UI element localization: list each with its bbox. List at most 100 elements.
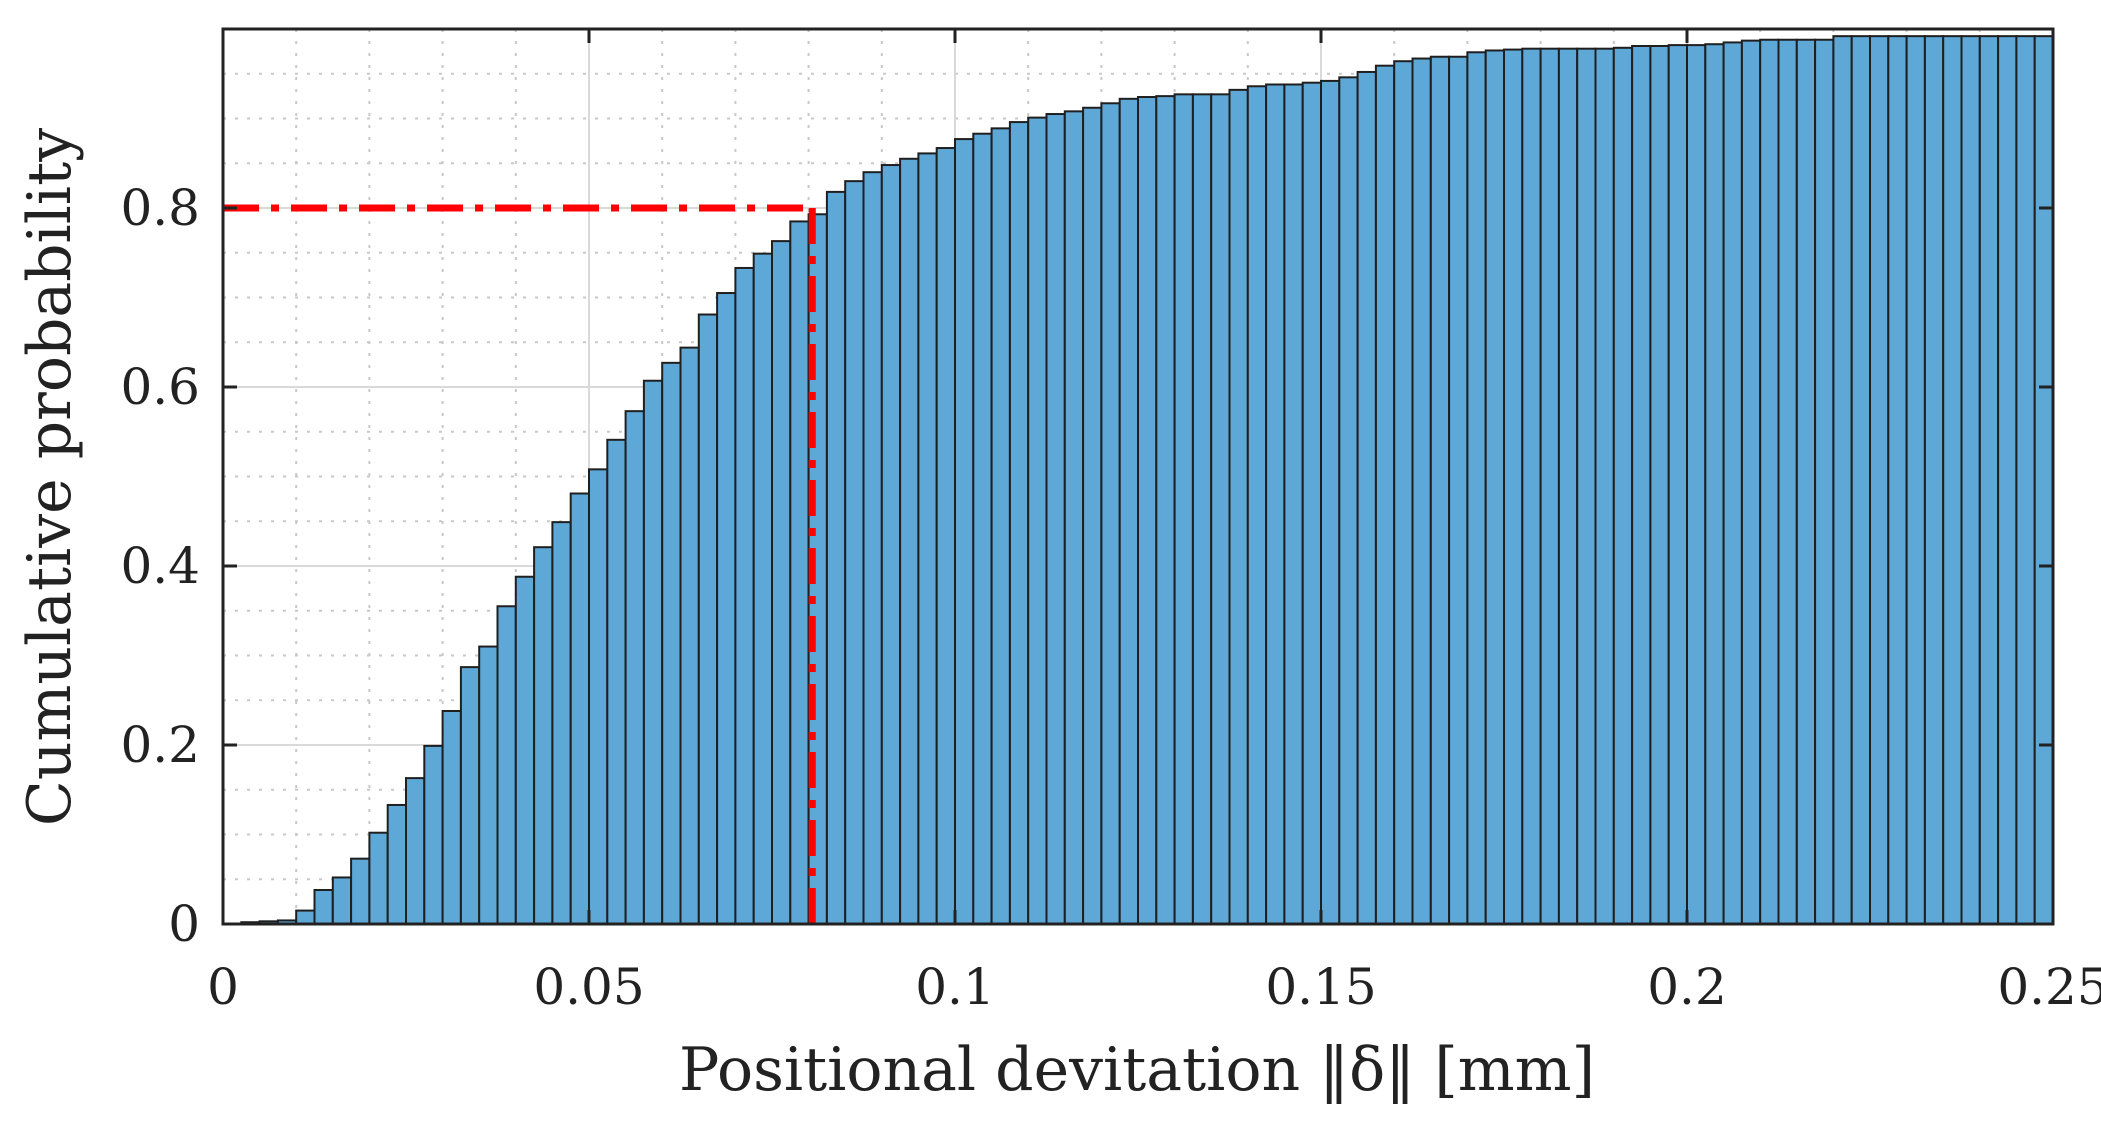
histogram-bar [1320, 79, 1341, 926]
histogram-bar [588, 468, 609, 925]
histogram-bar [1228, 88, 1249, 926]
histogram-bar [1923, 35, 1945, 926]
histogram-bar [1411, 57, 1432, 926]
histogram-bar [1631, 45, 1652, 925]
histogram-bar [1338, 76, 1359, 925]
histogram-bar [862, 171, 883, 925]
histogram-bar [1887, 35, 1908, 926]
axis-ticks [221, 29, 2055, 926]
histogram-bar [1063, 110, 1085, 925]
histogram-bar [423, 744, 444, 926]
histogram-bar [1539, 47, 1560, 925]
reference-lines [223, 204, 816, 924]
histogram-bar [1191, 93, 1213, 925]
histogram-bar [1850, 35, 1871, 926]
histogram-bar [972, 132, 993, 925]
histogram-bar [2015, 35, 2036, 926]
histogram-bar [734, 266, 755, 925]
histogram-bar [1045, 113, 1066, 925]
histogram-bar [1722, 41, 1743, 926]
histogram-bar [386, 803, 408, 926]
histogram-bar [697, 313, 719, 925]
histogram-bars [240, 35, 2054, 926]
y-tick-label: 0.8 [120, 179, 200, 237]
histogram-bar [1283, 83, 1304, 926]
histogram-bar [1997, 35, 2018, 926]
histogram-bar [1795, 38, 1817, 926]
histogram-bar [1814, 38, 1835, 926]
histogram-bar [844, 180, 865, 925]
histogram-bar [606, 438, 627, 925]
histogram-bar [1466, 51, 1487, 925]
histogram-bar [1137, 96, 1158, 925]
histogram-bar [1869, 35, 1890, 926]
histogram-bar [496, 605, 517, 926]
histogram-bar [1210, 93, 1231, 925]
histogram-bar [679, 346, 700, 925]
histogram-bar [295, 909, 316, 926]
y-tick-label: 0.6 [120, 358, 200, 416]
histogram-bar [825, 190, 847, 925]
histogram-bar [1008, 121, 1030, 925]
histogram-bar [1301, 81, 1322, 925]
plot-frame [221, 27, 2055, 926]
histogram-bar [1521, 47, 1542, 925]
histogram-bar [313, 888, 334, 925]
histogram-bar [459, 666, 481, 925]
histogram-bar [1173, 93, 1194, 925]
histogram-bar [1759, 38, 1780, 926]
histogram-bar [752, 252, 774, 925]
histogram-bar [1832, 35, 1853, 926]
histogram-bar [1740, 39, 1762, 925]
histogram-bar [1246, 85, 1268, 925]
histogram-bar [405, 777, 426, 925]
x-tick-label: 0.05 [533, 958, 644, 1016]
histogram-bar [1082, 106, 1103, 925]
histogram-bar [880, 164, 902, 926]
x-tick-label: 0 [207, 958, 239, 1016]
y-tick-label: 0 [168, 895, 200, 953]
x-tick-label: 0.2 [1647, 958, 1727, 1016]
histogram-bar [1265, 83, 1286, 926]
histogram-bar [1557, 47, 1579, 925]
histogram-bar [990, 127, 1011, 926]
tick-labels: 0 0.05 0.1 0.15 0.2 0.25 0 0.2 0.4 0.6 0.8 [120, 179, 2101, 1016]
histogram-bar [1594, 47, 1615, 925]
histogram-bar [1686, 44, 1707, 926]
histogram-bar [1100, 102, 1121, 926]
histogram-bar [642, 379, 664, 925]
histogram-bar [1777, 38, 1798, 926]
histogram-bar [551, 521, 572, 926]
histogram-bar [1960, 35, 1981, 926]
histogram-bar [514, 575, 536, 925]
histogram-bar [350, 857, 371, 925]
histogram-bar [1978, 35, 2000, 926]
histogram-bar [899, 157, 920, 925]
y-tick-label: 0.2 [120, 716, 200, 774]
histogram-bar [1118, 97, 1139, 925]
x-tick-label: 0.1 [915, 958, 995, 1016]
histogram-bar [1503, 48, 1524, 925]
histogram-bar [954, 138, 975, 925]
histogram-bar [569, 492, 591, 925]
histogram-bar [1027, 116, 1048, 926]
x-axis-label: Positional devitation ‖δ‖ [mm] [679, 1035, 1595, 1105]
histogram-bar [1612, 46, 1634, 926]
histogram-bar [1942, 35, 1963, 926]
x-tick-label: 0.15 [1265, 958, 1376, 1016]
histogram-bar [1393, 60, 1414, 926]
histogram-bar [1484, 49, 1505, 926]
histogram-bar [1704, 43, 1725, 925]
histogram-bar [368, 831, 389, 926]
histogram-bar [2033, 35, 2054, 926]
histogram-bar [624, 410, 645, 926]
histogram-bar [789, 220, 810, 926]
histogram-bar [917, 152, 938, 925]
histogram-bar [533, 546, 554, 926]
histogram-bar [441, 709, 462, 925]
histogram-bar [1374, 64, 1396, 925]
histogram-bar [1576, 47, 1597, 925]
y-axis-label: Cumulative probability [15, 128, 85, 826]
histogram-bar [716, 292, 737, 925]
histogram-bar [661, 361, 682, 925]
